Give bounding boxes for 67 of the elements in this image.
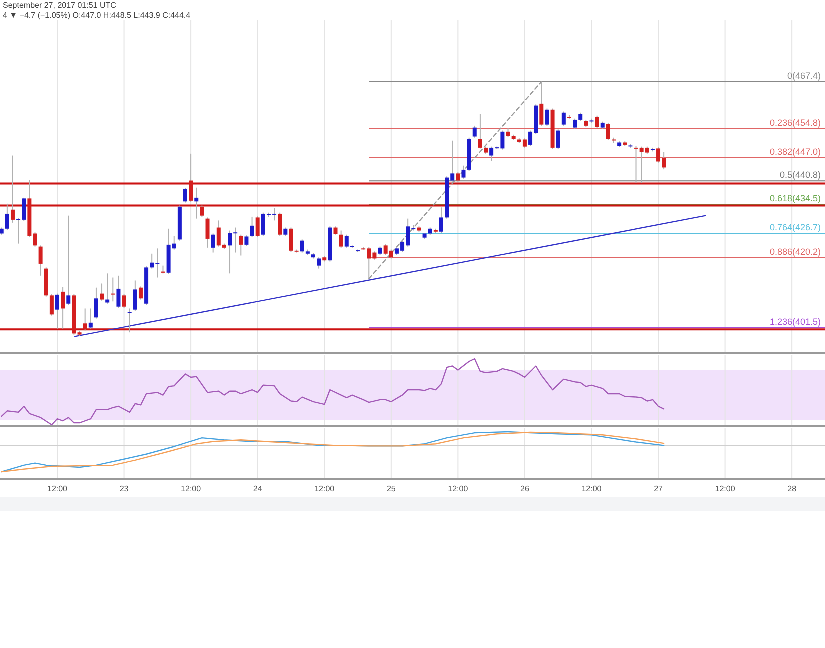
x-tick-label: 12:00 [314, 484, 336, 494]
candlestick [189, 153, 194, 203]
candlestick [10, 155, 15, 224]
candlestick [116, 275, 121, 308]
candlestick [300, 239, 304, 254]
candlestick [138, 286, 143, 300]
x-tick-label: 24 [253, 484, 263, 494]
candlestick [540, 81, 544, 126]
candlestick [200, 205, 204, 218]
candlestick [606, 122, 610, 141]
ref-line-label: 0.5(440.8) [780, 170, 821, 180]
x-tick-label: 12:00 [181, 484, 202, 494]
candlestick [122, 294, 126, 308]
candlestick [194, 187, 199, 220]
candlestick [478, 114, 482, 150]
candlestick [317, 257, 322, 270]
candlestick [88, 308, 93, 330]
candlestick [211, 233, 216, 254]
candlestick [5, 203, 10, 231]
candlestick [106, 273, 110, 304]
candlestick [250, 216, 254, 238]
x-tick-label: 12:00 [47, 484, 68, 494]
candlestick [239, 234, 244, 256]
candlestick [111, 277, 116, 302]
candlestick [339, 230, 344, 248]
candlestick [50, 294, 54, 316]
candlestick [66, 215, 71, 306]
candlestick [61, 286, 66, 330]
chart-subtitle: 4 ▼ −4.7 (−1.05%) O:447.0 H:448.5 L:443.9 C:444.4 [3, 11, 192, 20]
ref-line-label: 0.236(454.8) [770, 118, 821, 128]
x-tick-label: 28 [788, 484, 798, 494]
candlestick [256, 216, 260, 238]
candlestick [562, 111, 566, 126]
candlestick [83, 308, 88, 332]
candlestick [100, 283, 104, 302]
candlestick [545, 108, 550, 126]
candlestick [38, 245, 43, 276]
candlestick [595, 115, 600, 129]
x-tick-label: 12:00 [448, 484, 469, 494]
candlestick [556, 129, 560, 150]
ref-line-label: 0.886(420.2) [770, 246, 821, 257]
candlestick [183, 188, 188, 204]
candlestick [133, 280, 138, 312]
candlestick [439, 207, 444, 234]
x-tick-label: 12:00 [715, 484, 736, 494]
x-tick-label: 12:00 [582, 484, 602, 494]
candlestick [289, 227, 294, 253]
candlestick [456, 172, 460, 182]
ref-line-label: 0(467.4) [787, 70, 821, 81]
ref-line-label: 0.382(447.0) [770, 147, 821, 158]
candlestick [56, 293, 60, 330]
candlestick [206, 217, 210, 248]
ref-line-label: 1.236(401.5) [770, 316, 821, 327]
candlestick [472, 125, 477, 138]
candlestick [244, 235, 249, 247]
ref-line-label: 0.764(426.7) [770, 222, 821, 233]
candlestick [278, 212, 282, 236]
candlestick [462, 165, 466, 180]
candlestick [128, 308, 132, 334]
x-tick-label: 26 [520, 484, 530, 494]
x-tick-label: 25 [386, 484, 396, 494]
chart-title: September 27, 2017 01:51 UTC [3, 1, 117, 10]
ref-line-label: 0.618(434.5) [770, 194, 821, 204]
candlestick [94, 287, 98, 320]
x-tick-label: 23 [120, 484, 130, 494]
candlestick [573, 118, 578, 130]
x-tick-label: 27 [654, 484, 664, 494]
